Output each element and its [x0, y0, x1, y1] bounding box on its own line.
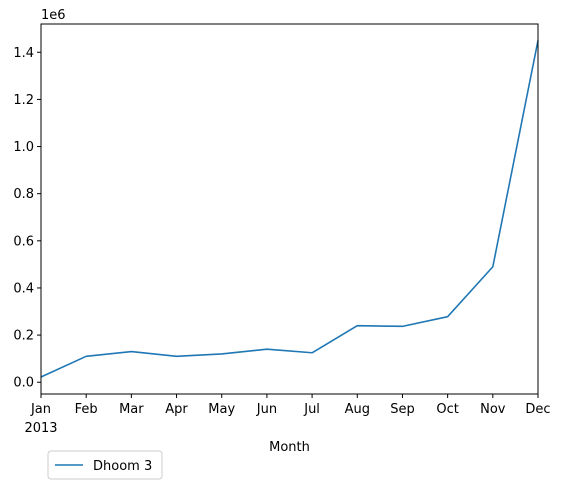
y-tick-label: 0.2 — [13, 329, 34, 344]
x-tick-label: Dec — [525, 402, 550, 417]
x-tick-label: Jul — [303, 402, 320, 417]
y-tick-label: 0.0 — [13, 376, 34, 391]
y-offset-label: 1e6 — [41, 8, 66, 23]
plot-area: 0.0 0.2 0.4 0.6 0.8 1.0 1.2 1.4 Jan Feb Mar Apr May J… — [13, 40, 551, 417]
y-tick-label: 0.4 — [13, 281, 34, 296]
x-axis-title: Month — [269, 440, 310, 455]
legend-label: Dhoom 3 — [93, 459, 152, 474]
x-tick-label: Nov — [480, 402, 506, 417]
y-tick-label: 1.0 — [13, 140, 34, 155]
x-tick-label: Mar — [119, 402, 144, 417]
x-tick-label: Apr — [165, 402, 188, 417]
x-tick-label: Aug — [345, 402, 370, 417]
y-tick-label: 1.4 — [13, 46, 34, 61]
axes-frame — [40, 23, 539, 395]
x-tick-label: Jun — [256, 402, 277, 417]
x-tick-label: Sep — [390, 402, 415, 417]
legend-box — [47, 450, 163, 480]
y-tick-label: 0.8 — [13, 187, 34, 202]
y-tick-label: 1.2 — [13, 93, 34, 108]
x-tick-label: May — [208, 402, 235, 417]
y-tick-label: 0.6 — [13, 234, 34, 249]
x-tick-label: Jan — [30, 402, 51, 417]
x-tick-label: Oct — [436, 402, 458, 417]
x-year-label: 2013 — [24, 421, 57, 436]
legend: Dhoom 3 — [47, 450, 163, 480]
x-tick-label: Feb — [75, 402, 98, 417]
series-line — [40, 40, 539, 378]
